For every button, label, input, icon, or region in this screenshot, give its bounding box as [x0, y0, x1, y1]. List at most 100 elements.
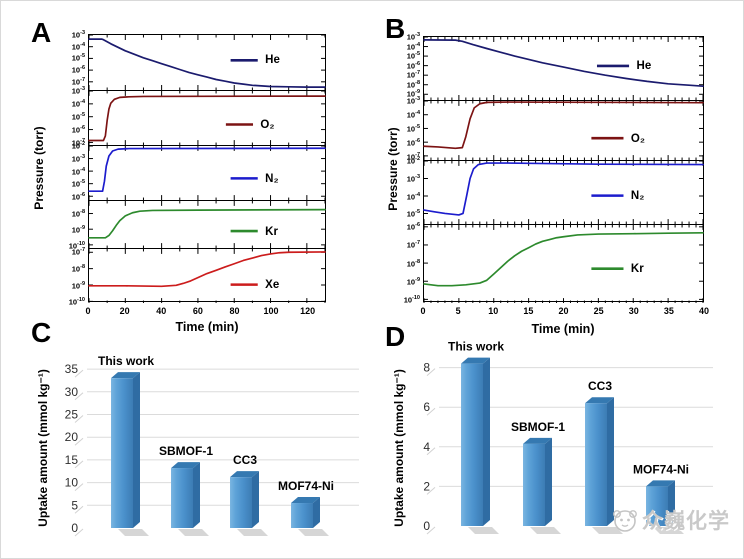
x-tick-label: 25	[593, 306, 604, 316]
curve-svg	[88, 201, 326, 248]
watermark-text: 众巍化学	[642, 510, 730, 533]
bar-0	[111, 378, 133, 528]
y-tick-label: 10-4	[71, 41, 85, 52]
bar-side-face	[313, 497, 320, 528]
y-tick-label: 10-6	[406, 137, 420, 148]
subplot-B-1: 10-3 10-4 10-5 10-6 10-7 O₂	[407, 96, 704, 161]
y-tick-label: 10-5	[71, 112, 85, 122]
y-tick-label: 10-6	[406, 60, 420, 71]
y-tick-label: 10-10	[68, 297, 85, 307]
subplot-A-2: 10-2 10-3 10-4 10-5 10-6 N₂	[72, 141, 326, 201]
x-tick-label: 20	[558, 306, 569, 316]
bar-0	[461, 363, 483, 526]
watermark: 众巍化学	[609, 505, 730, 535]
y-tick-label: 10-8	[406, 258, 420, 269]
y-tick-label: 10-10	[403, 295, 420, 305]
bar-y-tick-label: 30	[65, 385, 79, 399]
x-tick-label: 30	[628, 306, 639, 316]
y-tick-label: 10-8	[406, 79, 420, 90]
legend-label-0: He	[636, 59, 652, 72]
y-tick-label: 10-4	[71, 166, 85, 177]
bar-y-tick-label: 25	[65, 408, 79, 422]
y-tick-label: 10-8	[71, 208, 85, 219]
legend-label-2: N₂	[630, 190, 645, 203]
curve-svg	[423, 225, 704, 303]
bar-side-face	[252, 471, 259, 528]
bar-side-face	[668, 480, 675, 526]
legend-label-3: Kr	[265, 225, 278, 238]
bar-y-tick-label: 10	[65, 476, 79, 490]
bar-top-face	[230, 471, 259, 478]
legend-label-2: N₂	[265, 173, 279, 185]
bar-shadow	[118, 529, 149, 536]
x-tick-label: 35	[663, 306, 674, 316]
y-tick-label: 10-6	[71, 65, 85, 75]
y-tick-label: 10-5	[71, 179, 85, 189]
legend-label-1: O₂	[260, 119, 275, 132]
subplot-B-0: 10-3 10-4 10-5 10-6 10-7 10-8 10-9 He	[407, 32, 704, 100]
panel-d-letter: D	[385, 321, 406, 352]
legend-label-4: Xe	[265, 279, 280, 292]
bar-2	[585, 403, 607, 526]
panel-A-plot: 10-3 10-4 10-5 10-6 10-7 He 10-3 10-4 10-5 10-6 10…	[69, 30, 326, 306]
bar-y-tick-label: 6	[423, 400, 430, 414]
panel-b-xlabel: Time (min)	[531, 322, 595, 336]
bar-y-tick-label: 5	[71, 498, 78, 512]
bar-top-face	[171, 462, 200, 469]
bar-shadow	[530, 527, 561, 534]
x-tick-label: 80	[229, 306, 240, 316]
subplot-A-3: 10-8 10-9 10-10 Kr	[69, 200, 326, 250]
y-tick-label: 10-7	[406, 70, 420, 80]
curve-svg	[88, 249, 326, 303]
panel-B-plot: 10-3 10-4 10-5 10-6 10-7 10-8 10-9 He 10-3 10-4 10…	[404, 32, 704, 304]
y-tick-label: 10-7	[71, 247, 85, 257]
x-tick-label: 5	[455, 306, 461, 316]
curve-svg	[423, 100, 704, 160]
curve-svg	[88, 34, 326, 90]
bar-top-face	[523, 437, 552, 444]
panel-a-letter: A	[31, 17, 52, 48]
y-tick-label: 10-3	[71, 86, 85, 96]
curve-svg	[88, 145, 326, 200]
bar-top-face	[646, 480, 675, 487]
y-tick-label: 10-7	[406, 240, 420, 250]
bar-3	[291, 503, 313, 528]
x-tick-label: 100	[263, 306, 279, 316]
bar-category-label: SBMOF-1	[159, 444, 213, 458]
bar-1	[523, 443, 545, 526]
bar-side-face	[193, 462, 200, 528]
bar-shadow	[298, 529, 329, 536]
subplot-A-0: 10-3 10-4 10-5 10-6 10-7 He	[72, 30, 326, 90]
y-tick-label: 10-4	[406, 109, 420, 120]
y-tick-label: 10-5	[406, 51, 420, 61]
subplot-B-3: 10-6 10-7 10-8 10-9 10-10 Kr	[404, 222, 704, 304]
subplot-A-4: 10-7 10-8 10-9 10-10 Xe	[69, 248, 326, 306]
y-tick-label: 10-4	[406, 191, 420, 202]
bar-shadow	[592, 527, 623, 534]
y-tick-label: 10-2	[71, 141, 85, 151]
bar-y-tick-label: 0	[423, 519, 430, 533]
x-tick-label: 10	[488, 306, 499, 316]
y-tick-label: 10-9	[71, 224, 85, 235]
bar-2	[230, 477, 252, 528]
bar-y-tick-label: 4	[423, 440, 430, 454]
bar-top-face	[585, 397, 614, 404]
bar-y-tick-label: 20	[65, 430, 79, 444]
x-tick-label: 120	[300, 306, 316, 316]
y-tick-label: 10-3	[406, 32, 420, 42]
bar-y-tick-label: 15	[65, 453, 79, 467]
bar-y-tick-label: 0	[71, 521, 78, 535]
y-tick-label: 10-10	[68, 240, 85, 251]
x-tick-label: 60	[192, 306, 203, 316]
bar-top-face	[291, 497, 320, 504]
bar-category-label: MOF74-Ni	[633, 462, 689, 476]
bar-side-face	[607, 397, 614, 526]
y-tick-label: 10-2	[406, 156, 420, 166]
y-tick-label: 10-9	[71, 280, 85, 291]
y-tick-label: 10-9	[406, 276, 420, 287]
y-tick-label: 10-4	[71, 99, 85, 109]
watermark-logo-icon	[613, 510, 637, 532]
bar-side-face	[545, 437, 552, 526]
